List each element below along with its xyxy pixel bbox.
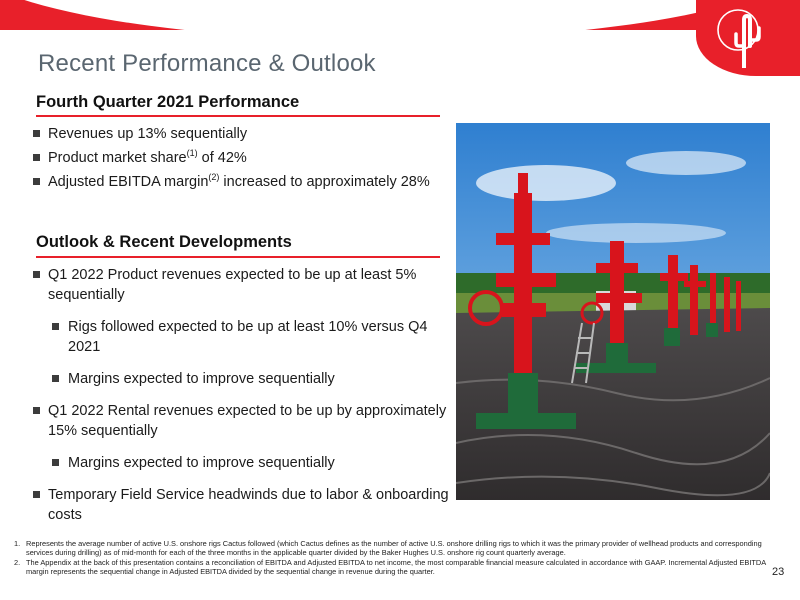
list-item: Margins expected to improve sequentially bbox=[30, 369, 450, 389]
page-title: Recent Performance & Outlook bbox=[38, 50, 376, 77]
list-item: Q1 2022 Rental revenues expected to be u… bbox=[30, 401, 450, 441]
list-item: Rigs followed expected to be up at least… bbox=[30, 317, 450, 357]
square-bullet-icon bbox=[52, 323, 59, 330]
wellhead-photo bbox=[456, 123, 770, 500]
footnotes: 1. Represents the average number of activ… bbox=[10, 539, 770, 577]
square-bullet-icon bbox=[33, 271, 40, 278]
square-bullet-icon bbox=[33, 491, 40, 498]
square-bullet-icon bbox=[33, 130, 40, 137]
section-rule-outlook bbox=[36, 256, 440, 258]
square-bullet-icon bbox=[33, 154, 40, 161]
q4-bullet-list: Revenues up 13% sequentially Product mar… bbox=[30, 124, 450, 192]
footnote: 1. Represents the average number of activ… bbox=[14, 539, 762, 558]
section-heading-outlook: Outlook & Recent Developments bbox=[36, 233, 292, 251]
list-item: Revenues up 13% sequentially bbox=[30, 124, 450, 144]
list-item: Temporary Field Service headwinds due to… bbox=[30, 485, 450, 525]
list-item: Q1 2022 Product revenues expected to be … bbox=[30, 265, 450, 305]
section-rule-q4 bbox=[36, 115, 440, 117]
outlook-bullet-list: Q1 2022 Product revenues expected to be … bbox=[30, 265, 450, 525]
footnote: 2. The Appendix at the back of this prese… bbox=[14, 557, 766, 577]
square-bullet-icon bbox=[52, 459, 59, 466]
cactus-logo-icon bbox=[696, 0, 800, 76]
list-item: Adjusted EBITDA margin(2) increased to a… bbox=[30, 172, 450, 192]
square-bullet-icon bbox=[52, 375, 59, 382]
list-item: Product market share(1) of 42% bbox=[30, 148, 450, 168]
square-bullet-icon bbox=[33, 178, 40, 185]
list-item: Margins expected to improve sequentially bbox=[30, 453, 450, 473]
square-bullet-icon bbox=[33, 407, 40, 414]
page-number: 23 bbox=[772, 566, 785, 578]
section-heading-q4: Fourth Quarter 2021 Performance bbox=[36, 93, 300, 111]
